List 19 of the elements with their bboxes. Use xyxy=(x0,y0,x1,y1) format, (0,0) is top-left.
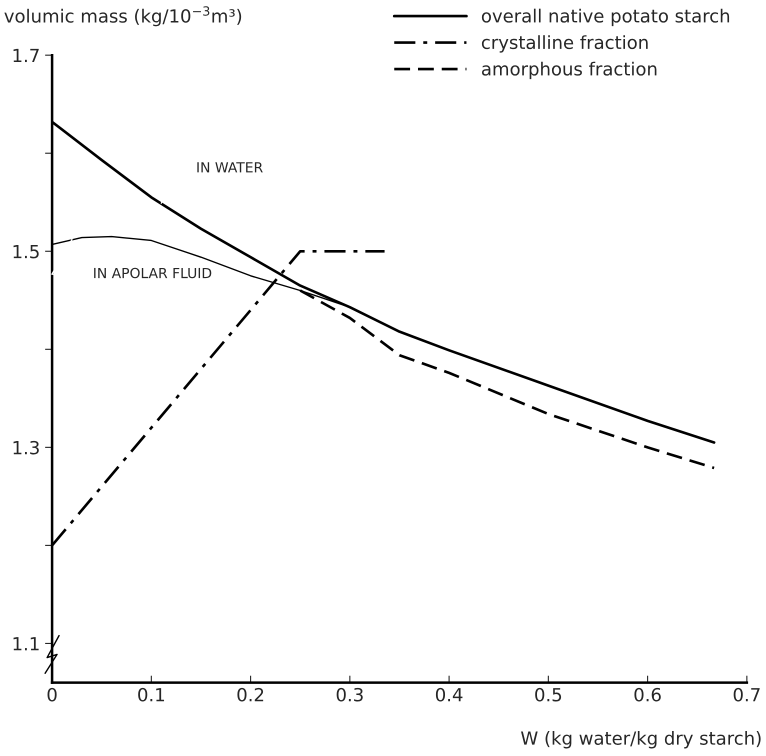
x-tick-label: 0.2 xyxy=(237,688,264,702)
annotation: IN APOLAR FLUID xyxy=(94,268,212,278)
annotation: IN WATER xyxy=(197,162,263,172)
legend-label: crystalline fraction xyxy=(482,35,648,53)
y-tick-label: 1.5 xyxy=(14,244,39,258)
y-tick-label: 1.7 xyxy=(14,48,39,62)
legend-label: amorphous fraction xyxy=(482,62,656,80)
legend-label: overall native potato starch xyxy=(482,8,730,26)
x-tick-label: 0 xyxy=(48,688,57,702)
x-tick-label: 0.6 xyxy=(634,688,661,702)
x-tick-label: 0.5 xyxy=(535,688,562,702)
x-axis-title: W (kg water/kg dry starch) xyxy=(521,730,761,748)
y-tick-label: 1.1 xyxy=(14,637,39,650)
x-tick-label: 0.7 xyxy=(734,688,760,702)
y-axis-title: volumic mass (kg/10$^{−3}$m³) xyxy=(4,6,242,26)
x-tick-label: 0.4 xyxy=(436,688,462,702)
x-tick-label: 0.3 xyxy=(336,688,363,702)
x-tick-label: 0.1 xyxy=(138,688,164,702)
y-tick-label: 1.3 xyxy=(14,440,39,454)
